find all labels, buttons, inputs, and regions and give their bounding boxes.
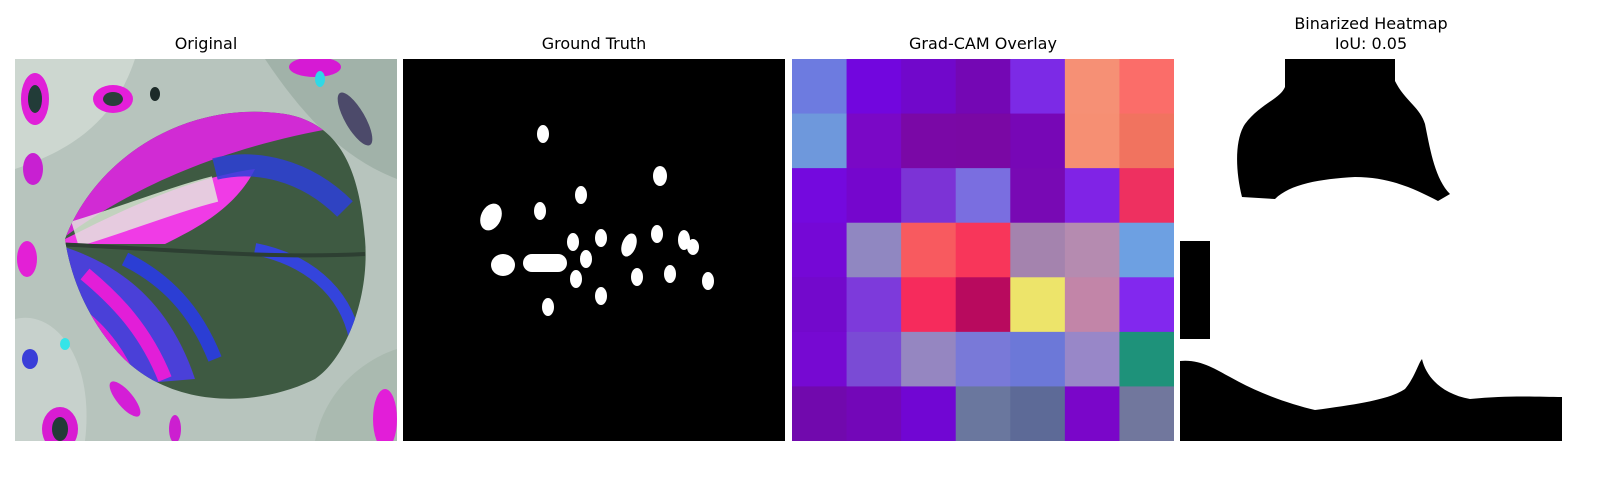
gradcam-cell: [955, 222, 1011, 278]
gradcam-cell: [955, 331, 1011, 387]
gradcam-cell: [1064, 59, 1120, 115]
gradcam-cell: [846, 59, 902, 115]
gradcam-cell: [1119, 168, 1174, 224]
gradcam-cell: [901, 222, 957, 278]
gradcam-cell: [792, 113, 848, 169]
original-leaf-image: [15, 59, 397, 441]
gradcam-cell: [1010, 168, 1066, 224]
gradcam-cell: [792, 59, 848, 115]
gradcam-cell: [792, 331, 848, 387]
gradcam-cell: [1010, 277, 1066, 333]
gradcam-cell: [955, 168, 1011, 224]
gradcam-cell: [1119, 59, 1174, 115]
gradcam-cell: [846, 222, 902, 278]
gradcam-cell: [1064, 386, 1120, 441]
gradcam-title: Grad-CAM Overlay: [909, 34, 1057, 53]
gradcam-cell: [1010, 59, 1066, 115]
binarized-title-line: Binarized Heatmap: [1294, 14, 1448, 33]
gradcam-cell: [1119, 386, 1174, 441]
gradcam-cell: [1064, 331, 1120, 387]
gradcam-cell: [846, 277, 902, 333]
gradcam-cell: [1010, 222, 1066, 278]
original-panel: Original: [15, 0, 397, 500]
original-title: Original: [174, 34, 238, 53]
gradcam-cell: [1119, 222, 1174, 278]
binarized-title: Binarized Heatmap IoU: 0.05: [1180, 14, 1562, 54]
gradcam-cell: [901, 59, 957, 115]
gradcam-cell: [955, 113, 1011, 169]
gradcam-cell: [846, 168, 902, 224]
gradcam-cell: [955, 59, 1011, 115]
gradcam-cell: [792, 386, 848, 441]
gradcam-cell: [901, 386, 957, 441]
gradcam-cell: [792, 222, 848, 278]
gradcam-cell: [792, 168, 848, 224]
gradcam-cell: [1010, 331, 1066, 387]
gradcam-cell: [1119, 277, 1174, 333]
gradcam-cell: [901, 277, 957, 333]
gradcam-cell: [901, 168, 957, 224]
binarized-panel: Binarized Heatmap IoU: 0.05: [1180, 0, 1562, 500]
gradcam-overlay-image: [792, 59, 1174, 441]
gradcam-cell: [1064, 222, 1120, 278]
gradcam-cell: [1010, 386, 1066, 441]
gradcam-cell: [846, 331, 902, 387]
gradcam-cell: [1064, 113, 1120, 169]
ground-truth-title: Ground Truth: [541, 34, 647, 53]
gradcam-cell: [1010, 113, 1066, 169]
binarized-heatmap-image: [1180, 59, 1562, 441]
ground-truth-mask-image: [403, 59, 785, 441]
gradcam-cell: [1064, 277, 1120, 333]
background-spots: [17, 59, 397, 441]
gradcam-cell: [846, 113, 902, 169]
gradcam-panel: Grad-CAM Overlay: [792, 0, 1174, 500]
gradcam-cell: [1119, 113, 1174, 169]
gradcam-cell: [901, 113, 957, 169]
ground-truth-panel: Ground Truth: [403, 0, 785, 500]
gradcam-cell: [955, 277, 1011, 333]
gradcam-cell: [1119, 331, 1174, 387]
gradcam-cell: [846, 386, 902, 441]
gradcam-cell: [1064, 168, 1120, 224]
iou-label: IoU: 0.05: [1334, 34, 1408, 53]
gradcam-cell: [792, 277, 848, 333]
gradcam-cell: [955, 386, 1011, 441]
gradcam-cell: [901, 331, 957, 387]
